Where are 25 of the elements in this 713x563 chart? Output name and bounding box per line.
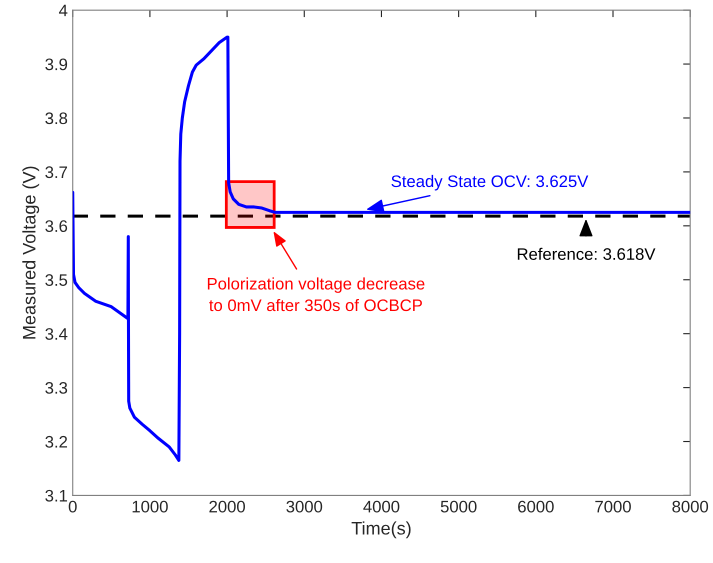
x-tick-label: 0 (68, 500, 77, 513)
x-tick-label: 3000 (286, 500, 322, 513)
y-tick-label: 3.8 (45, 112, 68, 124)
x-axis-title: Time(s) (352, 521, 411, 538)
y-tick-label: 3.7 (45, 166, 68, 178)
line-series (72, 36, 690, 462)
y-tick-label: 3.9 (45, 58, 68, 70)
x-tick-label: 4000 (363, 500, 400, 513)
y-tick-label: 3.5 (45, 274, 68, 286)
y-tick-label: 3.4 (45, 328, 68, 340)
annotation: Reference: 3.618V (518, 248, 656, 260)
y-tick-label: 3.6 (45, 220, 68, 232)
y-tick-label: 3.1 (45, 490, 68, 502)
y-tick-label: 3.2 (45, 436, 68, 448)
x-tick-label: 7000 (595, 500, 631, 513)
annotation: Polorization voltage decrease to 0mV after 350s of OCBCP (208, 277, 424, 312)
y-tick-label: 3.3 (45, 382, 68, 394)
x-tick-label: 8000 (672, 500, 708, 513)
y-axis-title: Measured Voltage (V) (22, 166, 40, 339)
annotation: Steady State OCV: 3.625V (391, 174, 588, 190)
x-tick-label: 6000 (518, 500, 554, 513)
y-tick-label: 4 (58, 4, 68, 16)
x-tick-label: 1000 (132, 500, 168, 513)
x-tick-label: 2000 (209, 500, 245, 513)
x-tick-label: 5000 (440, 500, 477, 513)
